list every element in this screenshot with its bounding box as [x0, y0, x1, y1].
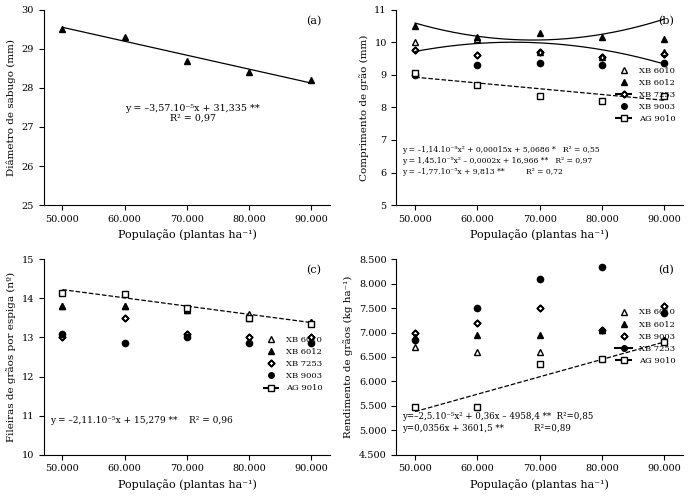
Text: (d): (d) — [658, 265, 674, 275]
Legend: XB 6010, XB 6012, XB 7253, XB 9003, AG 9010: XB 6010, XB 6012, XB 7253, XB 9003, AG 9… — [612, 63, 678, 126]
Text: y=–2,5.10⁻⁵x² + 0,36x – 4958,4 **  R²=0,85
y=0,0356x + 3601,5 **           R²=0,: y=–2,5.10⁻⁵x² + 0,36x – 4958,4 ** R²=0,8… — [402, 412, 593, 433]
Text: (a): (a) — [306, 15, 322, 26]
Text: y = –2,11.10⁻⁵x + 15,279 **    R² = 0,96: y = –2,11.10⁻⁵x + 15,279 ** R² = 0,96 — [50, 416, 233, 425]
Y-axis label: Rendimento de grãos (kg ha⁻¹): Rendimento de grãos (kg ha⁻¹) — [344, 276, 353, 438]
Text: y = –3,57.10⁻⁵x + 31,335 **
R² = 0,97: y = –3,57.10⁻⁵x + 31,335 ** R² = 0,97 — [126, 104, 260, 123]
Text: (c): (c) — [306, 265, 322, 275]
Y-axis label: Diâmetro de sabugo (mm): Diâmetro de sabugo (mm) — [6, 39, 16, 176]
Y-axis label: Fileiras de grãos por espiga (nº): Fileiras de grãos por espiga (nº) — [6, 272, 16, 442]
Text: (b): (b) — [658, 15, 674, 26]
X-axis label: População (plantas ha⁻¹): População (plantas ha⁻¹) — [117, 229, 257, 240]
X-axis label: População (plantas ha⁻¹): População (plantas ha⁻¹) — [117, 479, 257, 490]
Text: y = –1,14.10⁻⁹x² + 0,00015x + 5,0686 *   R² = 0,55
y = 1,45.10⁻⁹x² – 0,0002x + 1: y = –1,14.10⁻⁹x² + 0,00015x + 5,0686 * R… — [402, 146, 600, 177]
X-axis label: População (plantas ha⁻¹): População (plantas ha⁻¹) — [470, 229, 609, 240]
Legend: XB 6010, XB 6012, XB 9003, XB 7253, AG 9010: XB 6010, XB 6012, XB 9003, XB 7253, AG 9… — [612, 305, 678, 369]
Y-axis label: Comprimento de grão (mm): Comprimento de grão (mm) — [359, 34, 368, 181]
X-axis label: População (plantas ha⁻¹): População (plantas ha⁻¹) — [470, 479, 609, 490]
Legend: XB 6010, XB 6012, XB 7253, XB 9003, AG 9010: XB 6010, XB 6012, XB 7253, XB 9003, AG 9… — [259, 332, 326, 396]
